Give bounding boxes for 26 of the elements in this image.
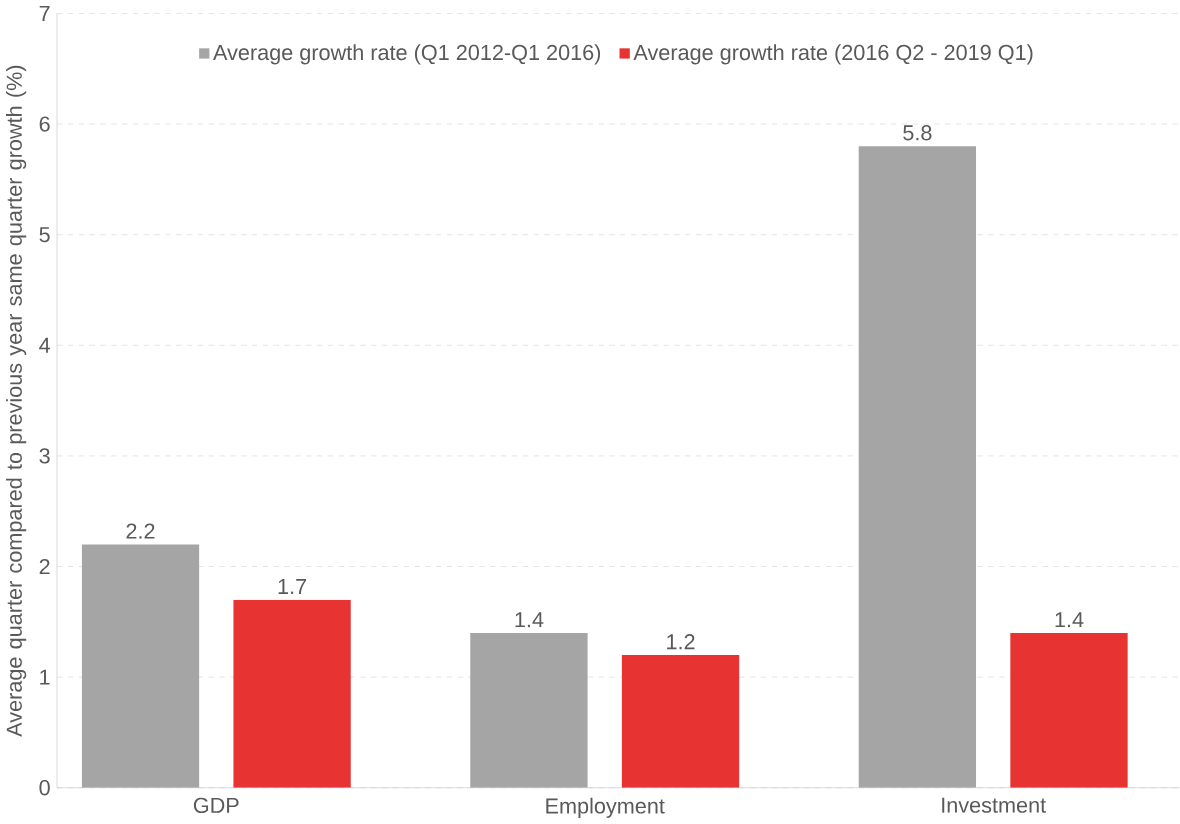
data-label: 1.2 xyxy=(667,634,695,650)
bar xyxy=(858,146,977,788)
legend-label: Average growth rate (2016 Q2 - 2019 Q1) xyxy=(633,44,1033,65)
x-tick-label: Employment xyxy=(546,797,665,818)
bar xyxy=(470,632,588,788)
data-label: 2.2 xyxy=(126,523,155,539)
data-label: 1.4 xyxy=(515,612,544,628)
y-tick-label: 5 xyxy=(39,227,50,243)
y-tick-label: 7 xyxy=(39,6,50,21)
y-tick-label: 2 xyxy=(39,558,50,575)
bar xyxy=(621,655,740,788)
y-axis-title: Average quarter compared to previous year same quarter growth (%) xyxy=(6,65,27,737)
data-label: 1.4 xyxy=(1055,612,1084,628)
x-tick-label: GDP xyxy=(193,797,239,814)
bar xyxy=(233,599,351,788)
data-label: 1.7 xyxy=(278,579,307,594)
legend-label: Average growth rate (Q1 2012-Q1 2016) xyxy=(213,44,601,65)
data-label: 5.8 xyxy=(903,125,932,141)
y-tick-label: 3 xyxy=(39,448,50,464)
y-tick-label: 1 xyxy=(40,669,50,685)
y-tick-label: 6 xyxy=(39,116,50,132)
x-tick-label: Investment xyxy=(942,797,1046,813)
y-tick-label: 0 xyxy=(39,780,50,796)
bar xyxy=(1010,632,1128,788)
y-tick-label: 4 xyxy=(39,337,50,353)
bar xyxy=(81,544,200,788)
